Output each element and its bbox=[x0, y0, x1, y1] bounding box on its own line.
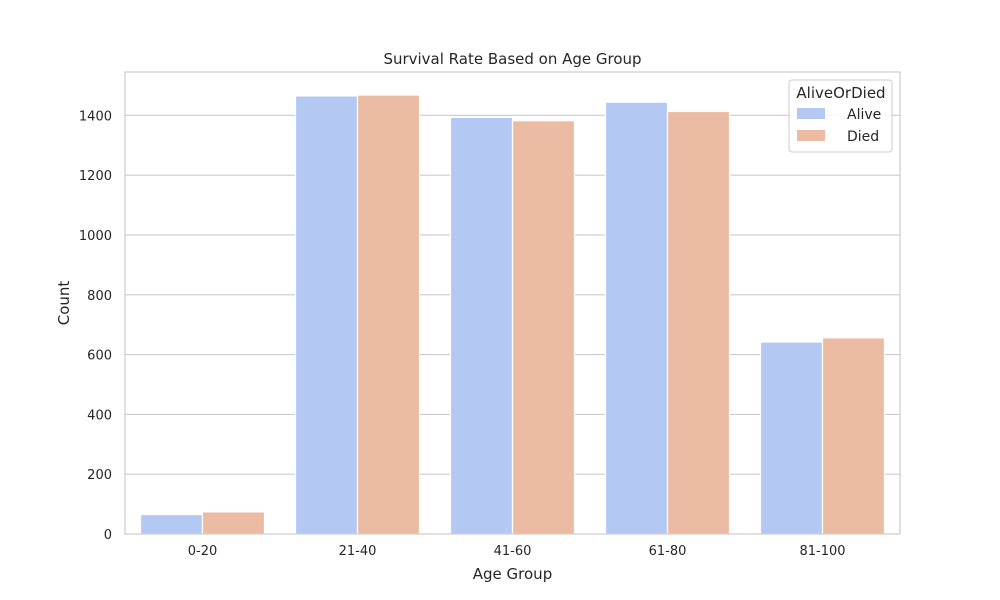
x-axis-ticks: 0-20 21-40 41-60 61-80 81-100 bbox=[188, 544, 846, 559]
y-tick-label: 600 bbox=[87, 349, 112, 364]
plot-frame bbox=[124, 71, 901, 535]
bar-died-21-40 bbox=[356, 94, 421, 535]
bar-alive-0-20 bbox=[139, 513, 204, 535]
bars bbox=[139, 94, 886, 535]
y-tick-label: 0 bbox=[104, 528, 112, 543]
legend-title: AliveOrDied bbox=[796, 84, 885, 102]
legend: AliveOrDied Alive Died bbox=[788, 79, 893, 153]
legend-label-alive: Alive bbox=[847, 107, 881, 123]
x-tick-label: 0-20 bbox=[188, 544, 218, 559]
bar-alive-81-100 bbox=[759, 341, 824, 535]
x-tick-label: 21-40 bbox=[339, 544, 377, 559]
legend-swatch-died bbox=[797, 130, 825, 141]
y-tick-label: 1200 bbox=[79, 169, 112, 184]
y-tick-label: 200 bbox=[87, 468, 112, 483]
bar-alive-41-60 bbox=[449, 116, 514, 535]
y-tick-label: 400 bbox=[87, 408, 112, 423]
y-tick-label: 1400 bbox=[79, 109, 112, 124]
y-axis-label: Count bbox=[55, 281, 73, 326]
legend-label-died: Died bbox=[847, 129, 879, 145]
x-tick-label: 81-100 bbox=[799, 544, 845, 559]
bar-died-81-100 bbox=[821, 337, 886, 535]
y-tick-label: 800 bbox=[87, 289, 112, 304]
bar-alive-61-80 bbox=[604, 101, 669, 535]
x-tick-label: 41-60 bbox=[494, 544, 532, 559]
legend-swatch-alive bbox=[797, 108, 825, 119]
bar-alive-21-40 bbox=[294, 95, 359, 535]
x-tick-label: 61-80 bbox=[649, 544, 687, 559]
y-tick-label: 1000 bbox=[79, 229, 112, 244]
bar-died-41-60 bbox=[511, 120, 576, 535]
chart-title: Survival Rate Based on Age Group bbox=[383, 50, 641, 68]
x-axis-label: Age Group bbox=[473, 565, 552, 583]
bar-died-0-20 bbox=[201, 511, 266, 535]
bar-died-61-80 bbox=[666, 110, 731, 535]
y-axis-ticks: 0 200 400 600 800 1000 1200 1400 bbox=[79, 109, 112, 543]
